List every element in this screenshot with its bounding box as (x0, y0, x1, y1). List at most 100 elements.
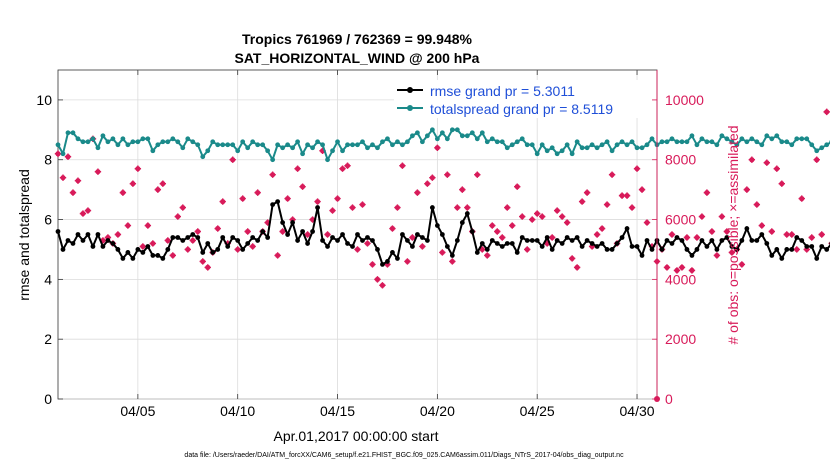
assimilated-obs-marker (464, 204, 471, 211)
assimilated-obs-marker (279, 228, 286, 235)
assimilated-obs-marker (374, 276, 381, 283)
rmse-point (365, 235, 370, 240)
rmse-point (504, 241, 510, 246)
assimilated-obs-marker (419, 243, 426, 250)
totalspread-point (190, 139, 196, 145)
totalspread-point (704, 139, 710, 145)
totalspread-point (295, 139, 300, 145)
totalspread-point (380, 139, 385, 145)
totalspread-point (405, 139, 410, 145)
rmse-point (544, 235, 550, 240)
assimilated-obs-marker (64, 153, 72, 160)
totalspread-point (554, 151, 560, 157)
assimilated-obs-marker (364, 240, 371, 247)
rmse-point (709, 238, 715, 243)
assimilated-obs-marker (813, 156, 820, 163)
assimilated-obs-marker (254, 189, 261, 196)
totalspread-point (674, 139, 680, 145)
assimilated-obs-marker (663, 264, 671, 271)
rmse-point (175, 235, 181, 240)
assimilated-obs-marker (244, 228, 251, 235)
rmse-point (285, 232, 291, 237)
rmse-point (180, 238, 186, 243)
assimilated-obs-marker (334, 195, 341, 202)
rmse-point (155, 253, 161, 258)
assimilated-obs-marker (474, 171, 481, 178)
totalspread-point (729, 139, 735, 145)
assimilated-obs-marker (429, 174, 436, 181)
rmse-point (205, 241, 211, 246)
assimilated-obs-marker (69, 189, 77, 196)
assimilated-obs-marker (444, 171, 451, 178)
assimilated-obs-marker (633, 165, 641, 172)
totalspread-point (479, 130, 485, 136)
totalspread-point (395, 139, 400, 145)
totalspread-point (225, 142, 231, 148)
totalspread-point (609, 148, 615, 154)
totalspread-point (804, 136, 810, 142)
assimilated-obs-marker (808, 234, 815, 241)
x-axis-label: Apr.01,2017 00:00:00 start (273, 428, 438, 444)
totalspread-point (534, 151, 540, 157)
assimilated-obs-marker (693, 234, 701, 241)
assimilated-obs-marker (788, 231, 795, 238)
totalspread-point (739, 136, 745, 142)
x-tick-label: 04/05 (120, 403, 155, 419)
rmse-point (340, 232, 345, 237)
rmse-point (185, 235, 191, 240)
assimilated-obs-marker (359, 201, 366, 208)
rmse-point (195, 235, 201, 240)
rmse-point (405, 238, 410, 243)
totalspread-point (484, 139, 490, 145)
x-tick-label: 04/15 (320, 403, 355, 419)
rmse-point (295, 238, 300, 243)
totalspread-point (749, 136, 755, 142)
rmse-point (225, 244, 231, 249)
assimilated-obs-marker (284, 195, 291, 202)
totalspread-point (584, 145, 590, 151)
rmse-point (779, 256, 785, 261)
rmse-point (325, 244, 330, 249)
rmse-point (280, 220, 286, 225)
totalspread-point (260, 142, 266, 148)
assimilated-obs-marker (379, 282, 386, 289)
rmse-point (290, 220, 296, 225)
assimilated-obs-marker (434, 144, 441, 151)
totalspread-point (370, 142, 375, 148)
totalspread-point (410, 133, 415, 139)
rmse-point (789, 247, 795, 252)
assimilated-obs-marker (454, 204, 461, 211)
totalspread-point (75, 136, 81, 142)
totalspread-point (629, 139, 635, 145)
totalspread-point (60, 151, 66, 157)
y-tick-label-right: 4000 (665, 271, 696, 287)
rmse-point (499, 244, 505, 249)
legend-rmse-label: rmse grand pr = 5.3011 (430, 83, 575, 99)
rmse-point (419, 235, 425, 240)
assimilated-obs-marker (703, 189, 711, 196)
totalspread-point (195, 142, 201, 148)
rmse-point (699, 238, 705, 243)
assimilated-obs-marker (304, 231, 311, 238)
totalspread-point (624, 142, 630, 148)
rmse-point (629, 244, 635, 249)
totalspread-point (235, 148, 241, 154)
assimilated-obs-marker (534, 210, 541, 217)
assimilated-obs-marker (743, 186, 751, 193)
assimilated-obs-marker (608, 171, 616, 178)
assimilated-obs-marker (54, 150, 62, 157)
rmse-point (489, 238, 495, 243)
rmse-point (160, 256, 166, 261)
assimilated-obs-marker (573, 264, 581, 271)
rmse-point (90, 244, 96, 249)
assimilated-obs-marker (149, 240, 157, 247)
totalspread-point (469, 130, 475, 136)
totalspread-point (489, 136, 495, 142)
rmse-point (380, 262, 385, 267)
rmse-point (375, 247, 380, 252)
rmse-point (275, 199, 281, 205)
assimilated-obs-marker (638, 186, 646, 193)
rmse-point (345, 241, 350, 246)
assimilated-obs-marker (114, 231, 122, 238)
assimilated-obs-marker (738, 261, 746, 268)
